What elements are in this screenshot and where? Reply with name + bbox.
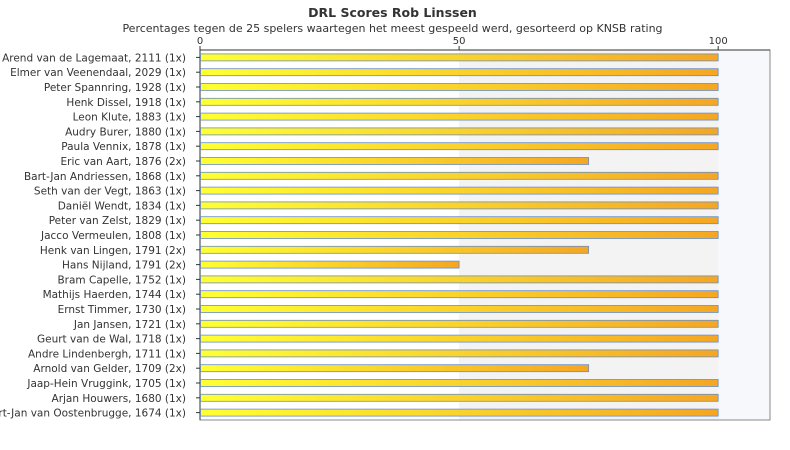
bar — [200, 68, 719, 77]
bar — [200, 97, 719, 106]
category-label: Henk van Lingen, 1791 (2x) — [40, 245, 186, 257]
bar — [200, 53, 719, 62]
category-label: Seth van der Vegt, 1863 (1x) — [34, 186, 186, 198]
bar — [200, 216, 719, 225]
bar — [200, 364, 590, 373]
bar — [200, 201, 719, 210]
category-label: Audry Burer, 1880 (1x) — [65, 126, 186, 138]
bar — [200, 334, 719, 343]
category-label: Henk Dissel, 1918 (1x) — [66, 97, 186, 109]
bar — [200, 305, 719, 313]
category-label: Arend van de Lagemaat, 2111 (1x) — [2, 52, 186, 64]
category-label: Eric van Aart, 1876 (2x) — [61, 156, 187, 168]
category-label: Paula Vennix, 1878 (1x) — [61, 141, 186, 153]
category-label: Peter Spannring, 1928 (1x) — [44, 82, 186, 94]
category-label: Jacco Vermeulen, 1808 (1x) — [40, 230, 186, 242]
x-tick-label: 100 — [709, 36, 728, 47]
bar — [200, 260, 460, 269]
bar — [200, 171, 719, 180]
category-label: Bart-Jan Andriessen, 1868 (1x) — [24, 171, 186, 183]
category-label: Ernst Timmer, 1730 (1x) — [58, 304, 186, 316]
category-label: Leon Klute, 1883 (1x) — [73, 112, 186, 124]
chart-title: DRL Scores Rob Linssen — [308, 5, 477, 20]
bar — [200, 349, 719, 358]
bar — [200, 231, 719, 239]
category-label: Arjan Houwers, 1680 (1x) — [52, 393, 186, 405]
bar — [200, 83, 719, 91]
category-label: Gert-Jan van Oostenbrugge, 1674 (1x) — [0, 408, 186, 420]
plot-band-100-max — [718, 50, 770, 420]
bar — [200, 245, 590, 254]
bar — [200, 290, 719, 299]
bar — [200, 393, 719, 402]
bar — [200, 142, 719, 151]
bar — [200, 112, 719, 121]
bar — [200, 379, 719, 387]
bar — [200, 127, 719, 136]
category-label: Arnold van Gelder, 1709 (2x) — [33, 363, 186, 375]
category-label: Jan Jansen, 1721 (1x) — [73, 319, 186, 331]
category-label: Andre Lindenbergh, 1711 (1x) — [28, 348, 186, 360]
category-label: Bram Capelle, 1752 (1x) — [57, 274, 186, 286]
category-label: Mathijs Haerden, 1744 (1x) — [43, 289, 186, 301]
bar — [200, 157, 590, 165]
category-label: Elmer van Veenendaal, 2029 (1x) — [10, 67, 186, 79]
bar — [200, 319, 719, 328]
chart-subtitle: Percentages tegen de 25 spelers waartege… — [122, 22, 663, 35]
x-tick-label: 0 — [197, 36, 203, 47]
category-label: Daniël Wendt, 1834 (1x) — [58, 200, 186, 212]
category-label: Peter van Zelst, 1829 (1x) — [49, 215, 186, 227]
bar — [200, 408, 719, 417]
category-label: Hans Nijland, 1791 (2x) — [62, 260, 186, 272]
bar — [200, 275, 719, 284]
bar — [200, 186, 719, 195]
category-label: Geurt van de Wal, 1718 (1x) — [37, 334, 186, 346]
category-label: Jaap-Hein Vruggink, 1705 (1x) — [26, 378, 186, 390]
x-tick-label: 50 — [453, 36, 466, 47]
